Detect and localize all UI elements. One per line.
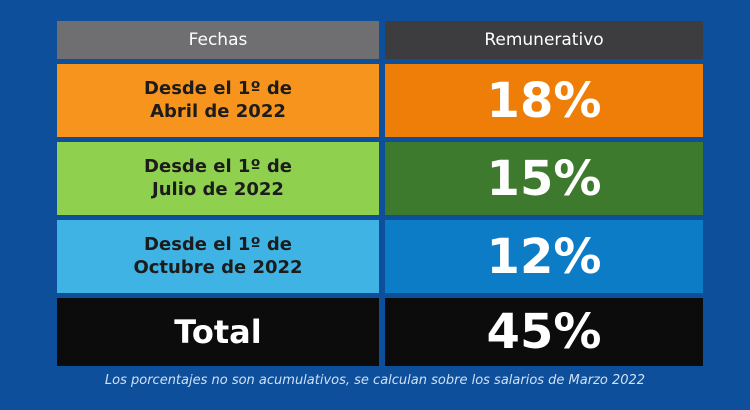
- total-percentage: 45%: [385, 298, 703, 366]
- date-line-1: Desde el 1º de: [144, 156, 292, 177]
- date-line-2: Abril de 2022: [150, 100, 286, 122]
- date-line-2: Octubre de 2022: [133, 256, 303, 278]
- header-fechas: Fechas: [57, 21, 379, 59]
- percentage-table: Fechas Remunerativo Desde el 1º de Abril…: [57, 21, 703, 371]
- total-row: Total 45%: [57, 298, 703, 366]
- row-date-label: Desde el 1º de Octubre de 2022: [57, 220, 379, 293]
- table-header-row: Fechas Remunerativo: [57, 21, 703, 59]
- table-row: Desde el 1º de Julio de 2022 15%: [57, 142, 703, 215]
- row-percentage: 18%: [385, 64, 703, 137]
- footnote: Los porcentajes no son acumulativos, se …: [104, 373, 646, 388]
- date-line-1: Desde el 1º de: [144, 78, 292, 99]
- total-label: Total: [57, 298, 379, 366]
- date-line-1: Desde el 1º de: [144, 234, 292, 255]
- date-line-2: Julio de 2022: [152, 178, 284, 200]
- row-percentage: 12%: [385, 220, 703, 293]
- table-row: Desde el 1º de Abril de 2022 18%: [57, 64, 703, 137]
- row-date-label: Desde el 1º de Julio de 2022: [57, 142, 379, 215]
- header-remunerativo: Remunerativo: [385, 21, 703, 59]
- table-row: Desde el 1º de Octubre de 2022 12%: [57, 220, 703, 293]
- row-percentage: 15%: [385, 142, 703, 215]
- row-date-label: Desde el 1º de Abril de 2022: [57, 64, 379, 137]
